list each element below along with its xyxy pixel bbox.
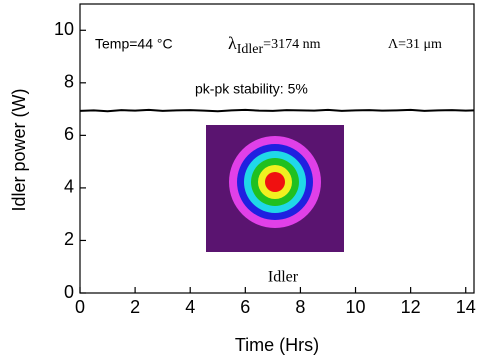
lambda-value: =3174 nm bbox=[263, 37, 320, 52]
chart: Temp=44 °C λIdler=3174 nm Λ=31 μm pk-pk … bbox=[0, 0, 482, 364]
x-tick-label: 0 bbox=[75, 297, 85, 317]
x-tick-label: 12 bbox=[401, 297, 421, 317]
beam-image bbox=[206, 125, 344, 252]
lambda-symbol: λ bbox=[228, 33, 237, 53]
x-tick-label: 2 bbox=[130, 297, 140, 317]
annotation-stability: pk-pk stability: 5% bbox=[195, 81, 308, 97]
x-tick-label: 8 bbox=[295, 297, 305, 317]
x-axis-title: Time (Hrs) bbox=[235, 335, 319, 355]
y-tick-label: 8 bbox=[64, 72, 74, 92]
annotation-period: Λ=31 μm bbox=[388, 37, 442, 52]
image-label: Idler bbox=[268, 269, 299, 286]
annotation-temp: Temp=44 °C bbox=[95, 36, 173, 52]
y-tick-label: 10 bbox=[54, 19, 74, 39]
y-tick-label: 4 bbox=[64, 177, 74, 197]
y-tick-label: 6 bbox=[64, 124, 74, 144]
x-tick-label: 6 bbox=[240, 297, 250, 317]
lambda-subscript: Idler bbox=[237, 42, 264, 57]
x-tick-label: 10 bbox=[346, 297, 366, 317]
y-tick-label: 2 bbox=[64, 229, 74, 249]
y-tick-label: 0 bbox=[64, 282, 74, 302]
y-axis-title: Idler power (W) bbox=[9, 88, 29, 211]
data-line bbox=[80, 110, 474, 111]
x-tick-label: 4 bbox=[185, 297, 195, 317]
x-tick-label: 14 bbox=[456, 297, 476, 317]
annotation-wavelength: λIdler=3174 nm bbox=[228, 33, 321, 57]
